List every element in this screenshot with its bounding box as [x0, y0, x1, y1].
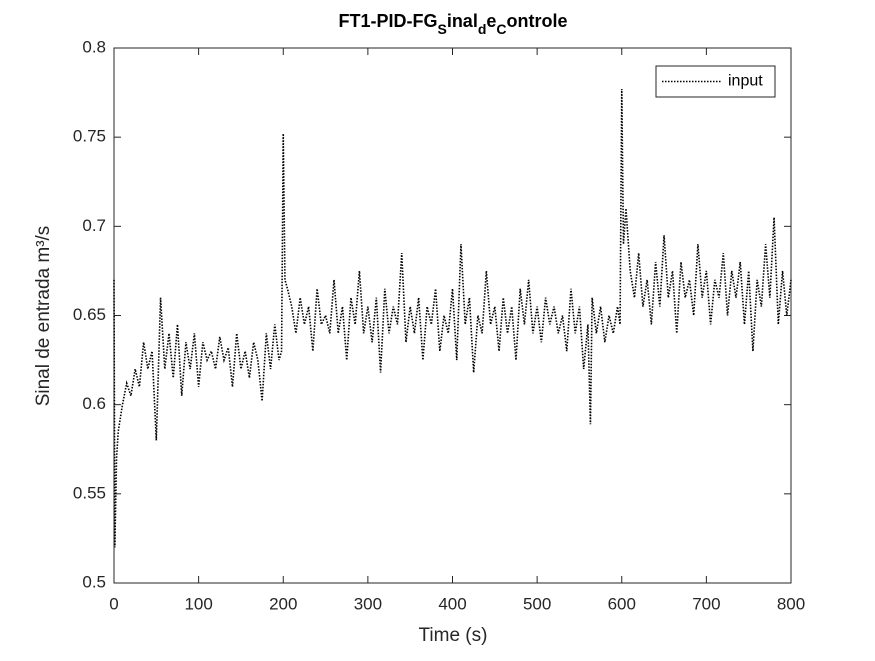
y-tick-label: 0.5 [82, 572, 106, 591]
title-part: S [437, 21, 446, 37]
title-part: FT1-PID-FG [338, 11, 437, 31]
title-part: d [478, 21, 487, 37]
x-tick-label: 0 [109, 594, 118, 613]
x-tick-label: 400 [438, 594, 466, 613]
y-tick-label: 0.7 [82, 216, 106, 235]
y-tick-label: 0.6 [82, 394, 106, 413]
x-tick-label: 600 [608, 594, 636, 613]
x-tick-label: 300 [354, 594, 382, 613]
x-tick-label: 500 [523, 594, 551, 613]
title-part: C [496, 21, 506, 37]
chart-title: FT1-PID-FGSinaldeControle [338, 11, 567, 37]
y-tick-label: 0.75 [73, 127, 106, 146]
x-tick-label: 800 [777, 594, 805, 613]
plot-area [113, 47, 792, 584]
y-tick-label: 0.8 [82, 37, 106, 56]
x-axis-label: Time (s) [419, 625, 488, 646]
x-tick-label: 200 [269, 594, 297, 613]
title-part: ontrole [507, 11, 568, 31]
y-tick-label: 0.55 [73, 483, 106, 502]
legend-label: input [728, 73, 763, 90]
y-tick-label: 0.65 [73, 305, 106, 324]
legend-box [655, 65, 776, 98]
data-line [113, 89, 792, 548]
x-tick-label: 700 [692, 594, 720, 613]
title-part: e [486, 11, 496, 31]
title-part: inal [447, 11, 478, 31]
x-tick-label: 100 [184, 594, 212, 613]
y-axis-label: Sinal de entrada m³/s [33, 226, 54, 407]
